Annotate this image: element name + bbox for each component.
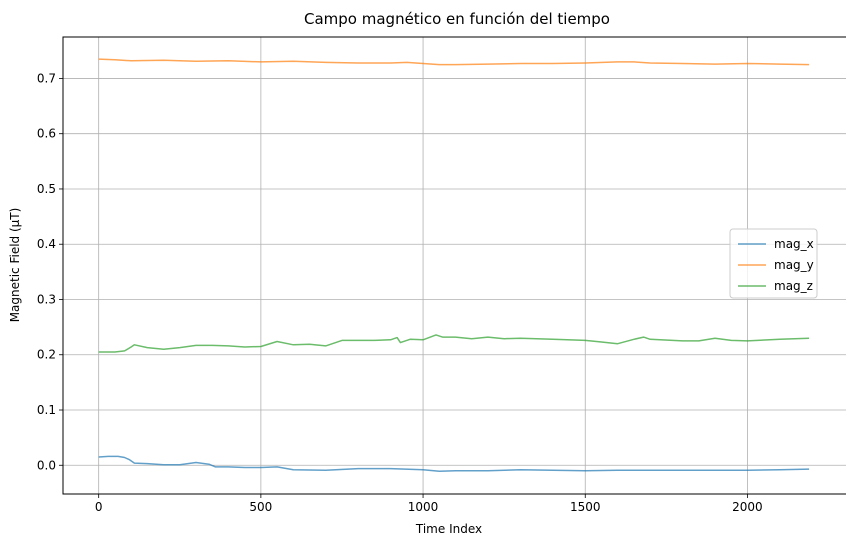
x-tick-label: 0 [95,500,103,514]
y-tick-label: 0.2 [37,348,56,362]
x-tick-label: 1000 [408,500,439,514]
x-tick-label: 500 [249,500,272,514]
x-tick-label: 2000 [732,500,763,514]
y-tick-label: 0.6 [37,127,56,141]
y-tick-label: 0.1 [37,403,56,417]
series-group [98,58,810,473]
chart-title: Campo magnético en función del tiempo [304,10,610,28]
y-axis-label: Magnetic Field (µT) [8,208,22,323]
y-tick-label: 0.7 [37,71,56,85]
x-tick-label: 1500 [570,500,601,514]
y-tick-label: 0.5 [37,182,56,196]
series-line-mag-x [98,455,810,473]
legend-label-mag-y: mag_y [774,258,814,272]
y-tick-label: 0.3 [37,292,56,306]
x-axis-label: Time Index [415,522,482,536]
series-line-mag-z [98,334,810,353]
legend-label-mag-x: mag_x [774,237,814,251]
legend-label-mag-z: mag_z [774,279,813,293]
grid [63,37,846,494]
y-axis: 0.0 0.1 0.2 0.3 0.4 0.5 0.6 0.7 [37,71,63,472]
x-axis: 0 500 1000 1500 2000 [95,494,763,514]
legend: mag_x mag_y mag_z [729,228,818,299]
plot-frame [62,36,846,495]
legend-box [729,228,818,299]
y-tick-label: 0.0 [37,458,56,472]
y-tick-label: 0.4 [37,237,56,251]
series-line-mag-y [98,58,810,66]
